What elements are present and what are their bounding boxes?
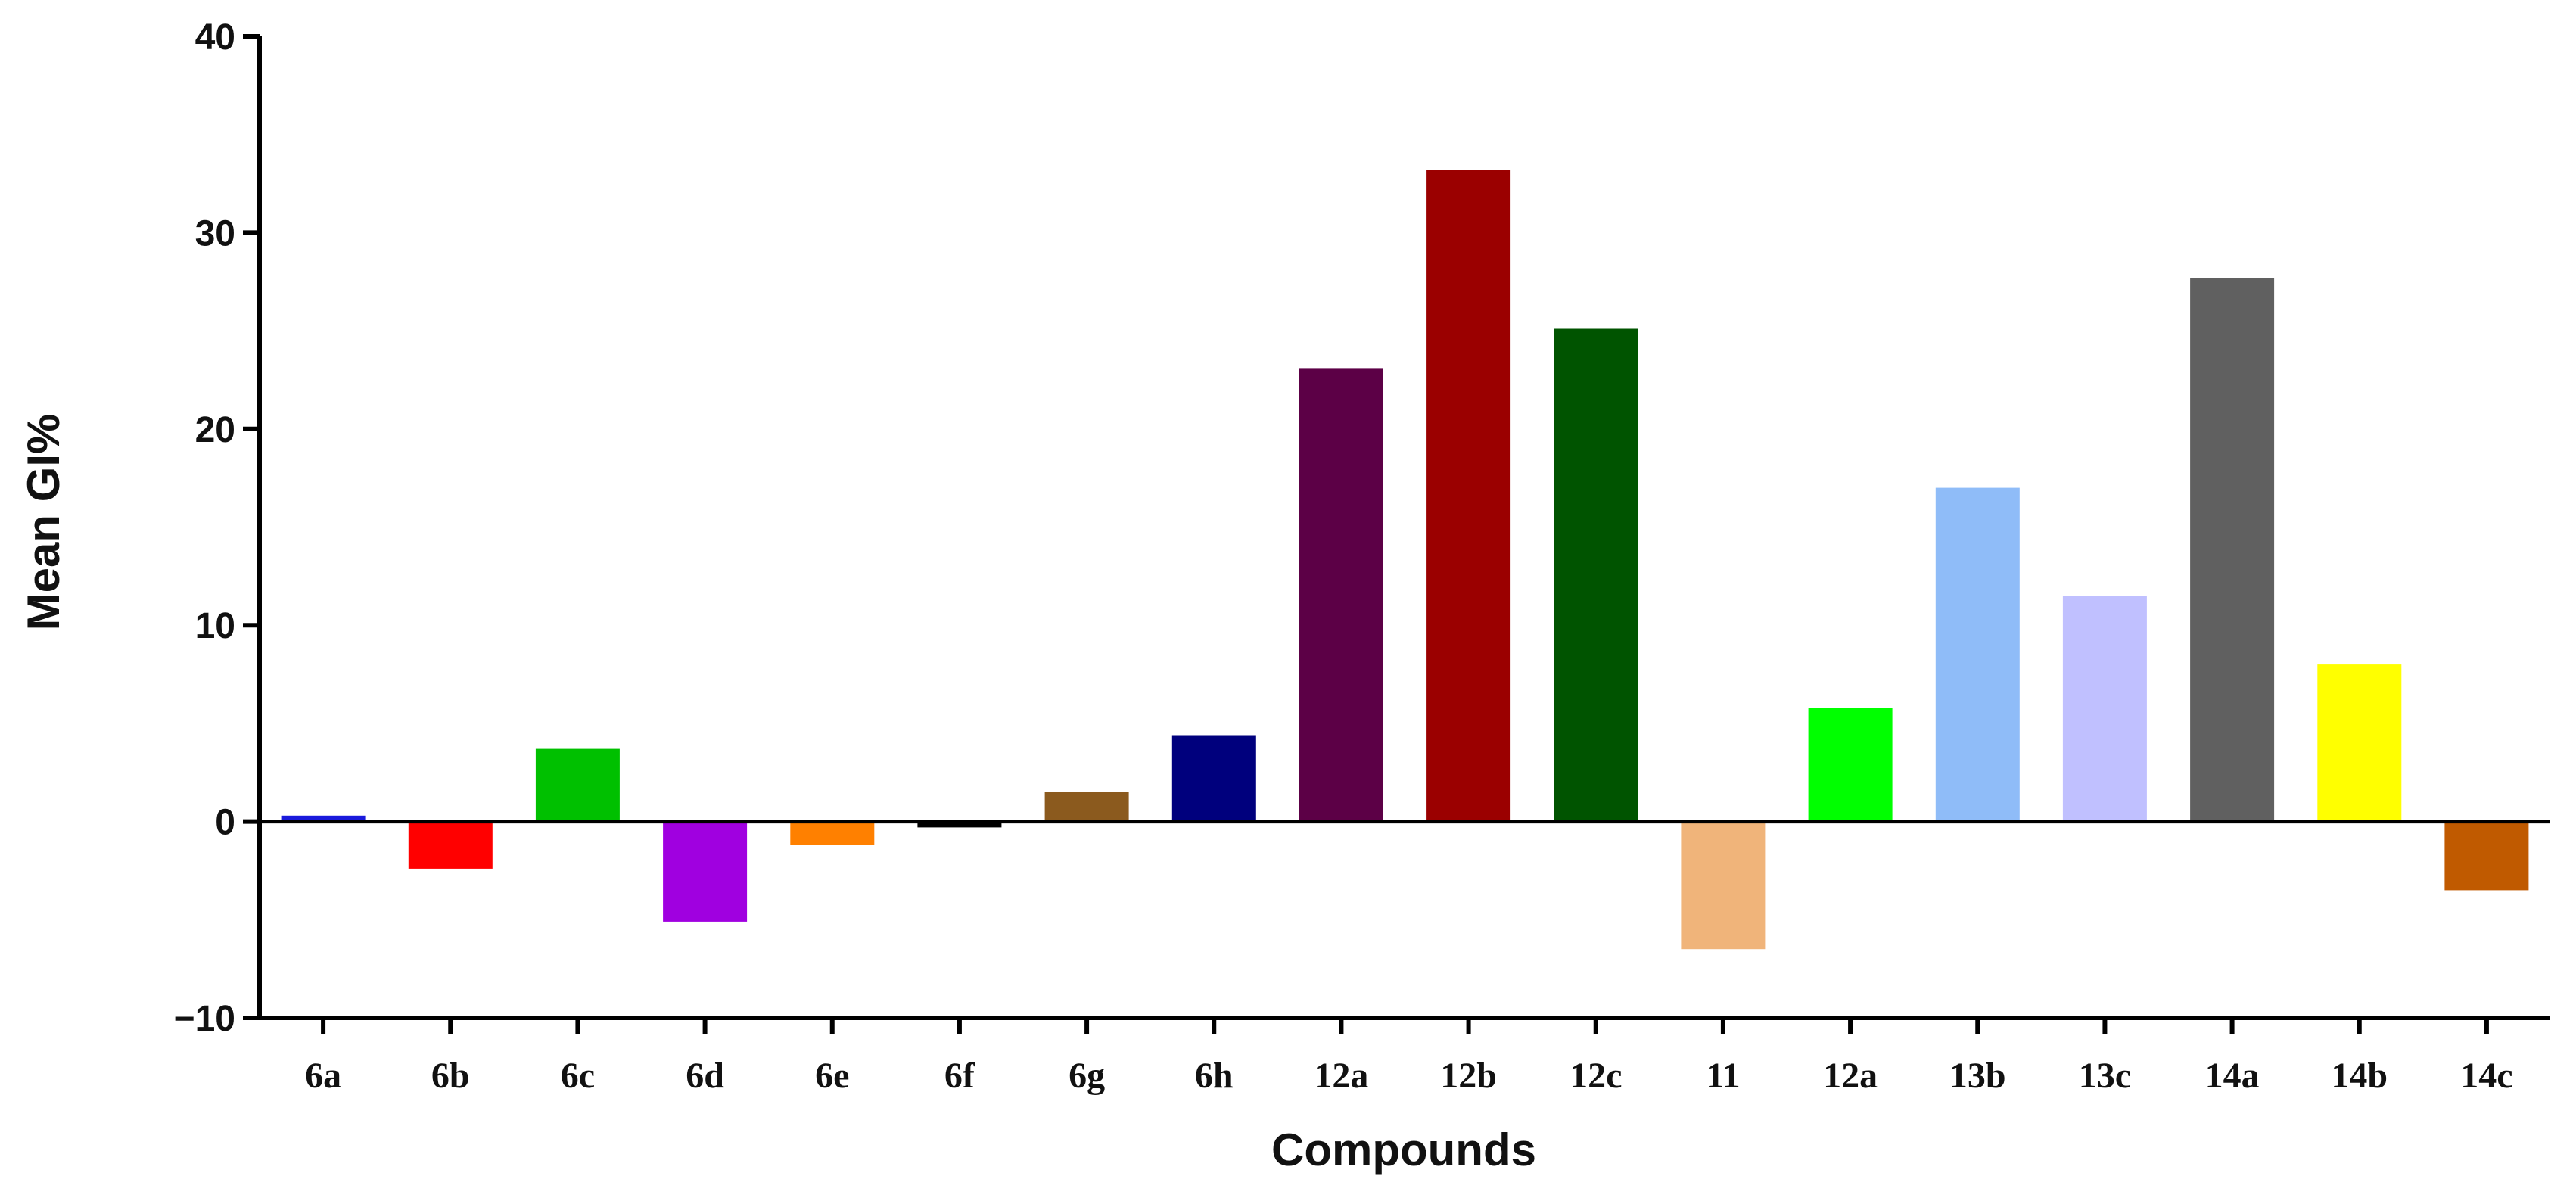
y-tick-label: 30: [195, 213, 235, 254]
axes-layer: [243, 34, 2550, 1034]
bar-6e: [790, 821, 875, 845]
x-axis-title: Compounds: [1271, 1125, 1536, 1175]
bar-6f: [917, 821, 1002, 828]
bar-6h: [1171, 735, 1256, 822]
y-tick-label: −10: [174, 999, 235, 1039]
y-tick-label: 40: [195, 17, 235, 58]
x-tick-label: 11: [1706, 1056, 1740, 1096]
bar-14b: [2317, 664, 2402, 822]
bar-12c: [1554, 328, 1638, 822]
y-tick-label: 0: [215, 803, 235, 843]
labels-layer: 40 30 20 10 0 −10 6a 6b 6c 6d 6e 6f 6g 6h 12a 12b 12c 11 1…: [174, 17, 2513, 1096]
x-tick-label: 6h: [1195, 1056, 1234, 1096]
x-tick-label: 6b: [431, 1056, 470, 1096]
x-tick-label: 12a: [1314, 1056, 1368, 1096]
bar-6g: [1044, 792, 1129, 822]
bar-12a: [1808, 708, 1893, 822]
bars-layer: [281, 170, 2529, 950]
y-tick-label: 10: [195, 606, 235, 646]
x-tick-label: 6d: [686, 1056, 724, 1096]
x-tick-label: 12c: [1570, 1056, 1622, 1096]
bar-6d: [663, 821, 748, 922]
x-tick-label: 14a: [2205, 1056, 2260, 1096]
x-tick-label: 6c: [561, 1056, 595, 1096]
bar-6c: [535, 748, 620, 822]
bar-6a: [281, 815, 366, 822]
y-axis-title: Mean GI%: [18, 414, 69, 631]
bar-14a: [2190, 278, 2275, 822]
x-tick-label: 6e: [815, 1056, 849, 1096]
x-tick-label: 14c: [2460, 1056, 2512, 1096]
bar-12a: [1299, 368, 1383, 822]
x-tick-label: 12a: [1823, 1056, 1878, 1096]
bar-13b: [1935, 487, 2020, 822]
x-tick-label: 13c: [2079, 1056, 2131, 1096]
y-tick-label: 20: [195, 410, 235, 450]
x-tick-label: 6f: [944, 1056, 975, 1096]
bar-6b: [408, 821, 493, 869]
x-tick-label: 6g: [1069, 1056, 1105, 1096]
bar-14c: [2444, 821, 2529, 891]
bar-11: [1681, 821, 1766, 950]
x-tick-label: 14b: [2331, 1056, 2388, 1096]
x-tick-label: 6a: [305, 1056, 341, 1096]
bar-12b: [1426, 170, 1511, 822]
x-tick-label: 12b: [1440, 1056, 1497, 1096]
x-tick-label: 13b: [1949, 1056, 2006, 1096]
bar-13c: [2062, 596, 2147, 822]
